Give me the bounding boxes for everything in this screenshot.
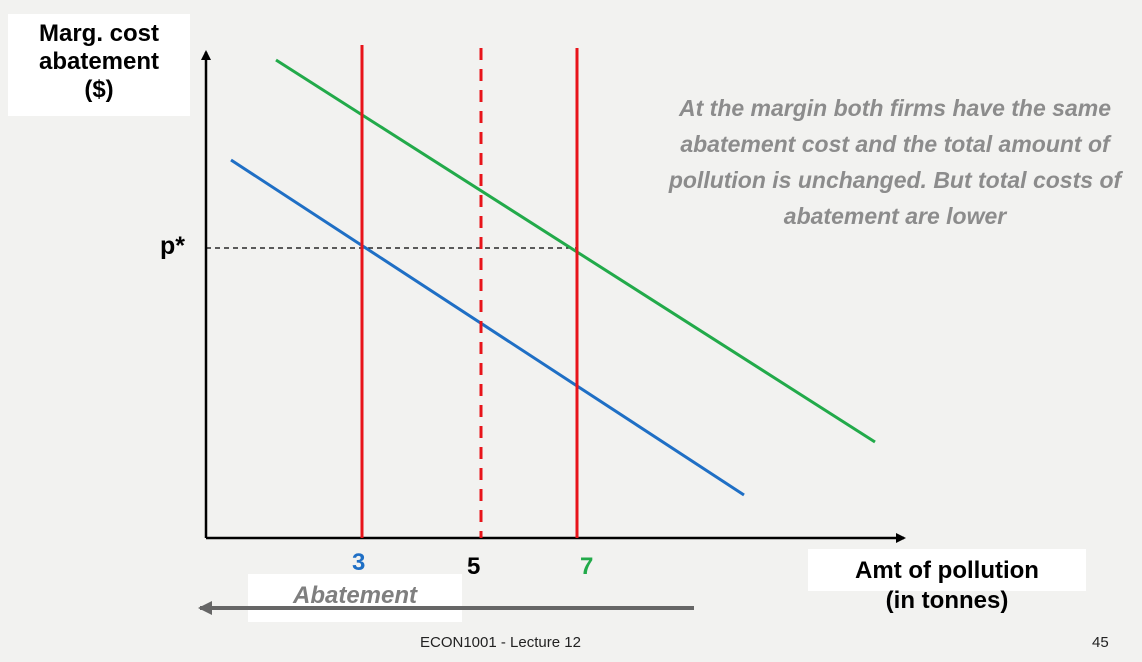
y-axis-label: Marg. cost abatement ($) (38, 20, 160, 103)
abatement-label: Abatement (292, 582, 418, 609)
tick-label-7: 7 (580, 553, 594, 580)
page-number: 45 (1092, 634, 1109, 651)
annotation-text: At the margin both firms have the same a… (668, 95, 1122, 229)
abatement-label-box (248, 574, 462, 622)
footer-text: ECON1001 - Lecture 12 (420, 634, 581, 651)
p-star-label: p* (160, 232, 185, 260)
tick-label-5: 5 (467, 553, 481, 580)
x-axis-label: Amt of pollution (in tonnes) (855, 557, 1039, 614)
firm-a-mc-curve (230, 158, 745, 497)
tick-label-3: 3 (352, 549, 366, 576)
y-axis-label-box (8, 14, 190, 116)
x-axis-label-box (808, 549, 1086, 591)
